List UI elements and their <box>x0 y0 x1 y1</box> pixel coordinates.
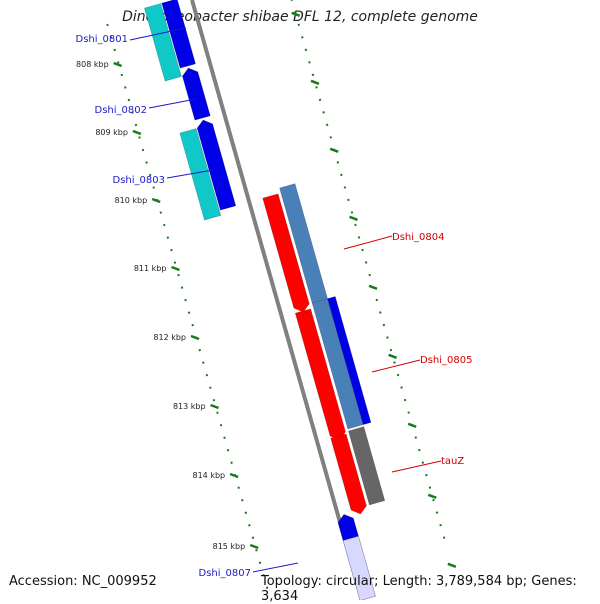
major-tick-left <box>229 472 239 479</box>
gene-label: tauZ <box>441 456 464 467</box>
major-tick-left <box>171 265 180 272</box>
kbp-tick-label: 812 kbp <box>153 333 186 342</box>
genome-backbone <box>190 0 364 600</box>
gene-label-leader <box>343 235 393 250</box>
kbp-tick-label: 809 kbp <box>95 128 128 137</box>
label-layer: Dshi_0801 Dshi_0802 Dshi_0803 Dshi_0804 Dshi… <box>76 27 472 579</box>
kbp-tick-label: 810 kbp <box>115 196 148 205</box>
cds-block-0803 <box>179 128 222 221</box>
gene-label: Dshi_0802 <box>95 105 147 116</box>
accession-text: Accession: NC_009952 <box>9 574 157 589</box>
major-tick-right <box>310 79 320 86</box>
major-tick-right <box>407 422 417 429</box>
gene-block-0804 <box>262 193 310 313</box>
gene-block-tauZ <box>330 433 367 515</box>
major-tick-right <box>291 11 301 18</box>
kbp-tick-label: 814 kbp <box>193 471 226 480</box>
major-tick-right <box>427 493 437 500</box>
major-tick-right <box>329 147 339 154</box>
gene-label-leader <box>252 562 299 573</box>
gene-block-0803 <box>196 119 237 211</box>
major-tick-left <box>113 61 123 68</box>
gene-label-leader <box>371 359 421 373</box>
gene-label: Dshi_0805 <box>420 355 472 366</box>
major-tick-left <box>151 197 161 204</box>
major-tick-left <box>210 403 220 410</box>
gene-label-leader <box>148 98 197 109</box>
gene-tail-0807 <box>342 535 376 600</box>
major-tick-left <box>132 129 142 136</box>
major-tick-right <box>349 215 358 222</box>
major-tick-right <box>447 562 457 569</box>
cds-block-0801 <box>144 3 182 82</box>
gene-block-0802 <box>182 67 211 121</box>
major-tick-right <box>388 353 398 360</box>
gene-layer <box>144 0 386 600</box>
cds-block-tauZ <box>348 426 386 506</box>
gene-label-leader <box>129 27 187 41</box>
major-tick-left <box>249 543 259 550</box>
gene-label-leader <box>166 169 214 179</box>
gene-label: Dshi_0803 <box>113 175 165 186</box>
kbp-tick-label: 811 kbp <box>134 264 167 273</box>
major-tick-right <box>368 284 378 291</box>
major-tick-left <box>190 334 200 341</box>
gene-label: Dshi_0801 <box>76 34 128 45</box>
gene-strip-0805 <box>327 296 372 426</box>
kbp-tick-label: 813 kbp <box>173 402 206 411</box>
gene-label: Dshi_0807 <box>199 568 251 579</box>
gene-label: Dshi_0804 <box>392 232 444 243</box>
kbp-tick-label: 808 kbp <box>76 60 109 69</box>
genome-title: Dinoroseobacter shibae DFL 12, complete … <box>122 9 478 25</box>
kbp-tick-label: 815 kbp <box>213 542 246 551</box>
track-layer <box>190 0 364 600</box>
tick-layer: 808 kbp 809 kbp 810 kbp 811 kbp 812 kbp 813 k… <box>76 0 457 595</box>
gene-label-leader <box>391 460 442 473</box>
gene-block-0801 <box>161 0 196 69</box>
